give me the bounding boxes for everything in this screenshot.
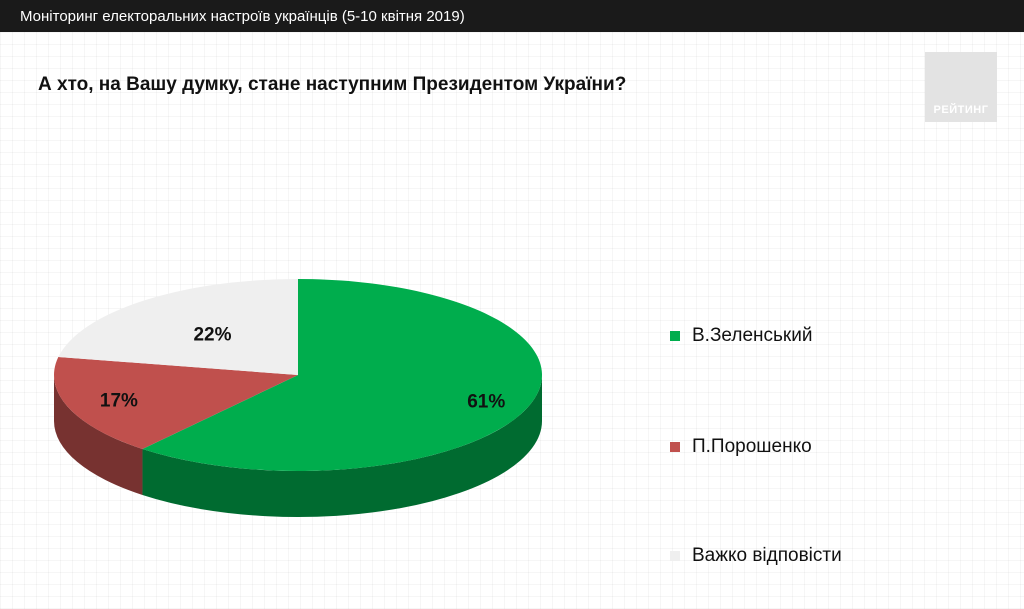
legend-swatch-poroshenko <box>670 442 680 452</box>
pie-side-poroshenko <box>54 375 143 495</box>
chart-question: А хто, на Вашу думку, стане наступним Пр… <box>38 74 627 95</box>
legend-swatch-hard-to-say <box>670 551 680 561</box>
top-bar: Моніторинг електоральних настроїв україн… <box>0 0 1024 32</box>
window-title: Моніторинг електоральних настроїв україн… <box>20 8 465 25</box>
legend-swatch-zelensky <box>670 331 680 341</box>
rating-logo: РЕЙТИНГ <box>925 52 997 122</box>
data-label-zelensky: 61% <box>467 392 505 413</box>
legend-item-poroshenko: П.Порошенко <box>670 435 812 459</box>
data-label-poroshenko: 17% <box>100 390 138 411</box>
legend-label-zelensky: В.Зеленський <box>692 325 813 346</box>
pie-slice-zelensky <box>142 279 542 472</box>
slide: А хто, на Вашу думку, стане наступним Пр… <box>0 32 1024 609</box>
pie-slice-poroshenko <box>53 357 298 449</box>
data-label-hard-to-say: 22% <box>193 324 231 345</box>
legend-item-zelensky: В.Зеленський <box>670 324 812 348</box>
pie-slice-hard-to-say <box>58 279 298 375</box>
pie-side-zelensky <box>142 375 542 517</box>
legend-label-hard-to-say: Важко відповісти <box>692 545 842 566</box>
pie-chart: 61% 17% 22% <box>53 279 542 517</box>
legend-item-hard-to-say: Важко відповісти <box>670 544 842 568</box>
legend-label-poroshenko: П.Порошенко <box>692 436 812 457</box>
logo-text: РЕЙТИНГ <box>933 104 989 116</box>
